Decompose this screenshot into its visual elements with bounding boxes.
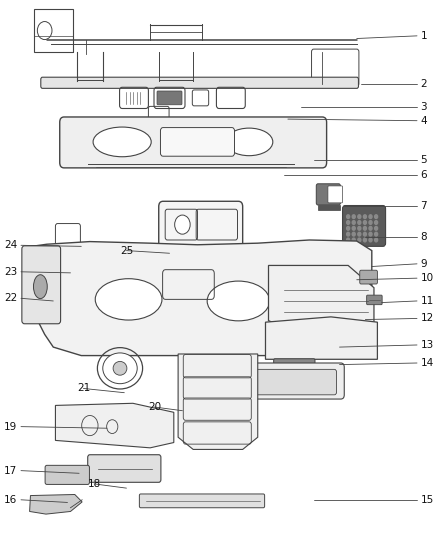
FancyBboxPatch shape [239, 363, 344, 399]
Circle shape [358, 232, 361, 236]
FancyBboxPatch shape [246, 369, 336, 395]
Circle shape [352, 227, 355, 230]
FancyBboxPatch shape [59, 250, 78, 271]
Text: 25: 25 [120, 246, 133, 256]
Circle shape [374, 215, 378, 219]
Text: 5: 5 [420, 156, 427, 165]
Text: 9: 9 [420, 259, 427, 269]
FancyBboxPatch shape [88, 455, 161, 482]
FancyBboxPatch shape [274, 359, 315, 370]
Text: 19: 19 [4, 422, 18, 432]
Text: 12: 12 [420, 313, 434, 324]
Circle shape [180, 374, 191, 387]
Circle shape [364, 227, 367, 230]
Bar [318, 205, 339, 210]
Text: 20: 20 [148, 402, 161, 412]
Text: 17: 17 [4, 466, 18, 475]
Text: 2: 2 [420, 78, 427, 88]
Circle shape [374, 238, 378, 242]
Circle shape [358, 221, 361, 224]
Text: 22: 22 [4, 293, 18, 303]
Bar [34, 10, 73, 52]
Circle shape [369, 232, 372, 236]
Ellipse shape [103, 353, 137, 384]
Text: 4: 4 [420, 116, 427, 126]
Text: 23: 23 [4, 267, 18, 277]
Circle shape [364, 232, 367, 236]
Circle shape [346, 238, 350, 242]
Ellipse shape [113, 361, 127, 375]
Polygon shape [178, 354, 258, 449]
FancyBboxPatch shape [328, 186, 343, 203]
FancyBboxPatch shape [41, 77, 358, 88]
Circle shape [352, 221, 355, 224]
Circle shape [358, 215, 361, 219]
Circle shape [352, 232, 355, 236]
Ellipse shape [95, 279, 162, 320]
Circle shape [346, 215, 350, 219]
Polygon shape [268, 265, 374, 336]
Circle shape [346, 221, 350, 224]
Circle shape [346, 227, 350, 230]
Circle shape [369, 215, 372, 219]
Text: 24: 24 [4, 240, 18, 251]
FancyBboxPatch shape [139, 494, 265, 508]
FancyBboxPatch shape [159, 201, 243, 248]
Text: 7: 7 [420, 200, 427, 211]
Text: 6: 6 [420, 171, 427, 180]
Circle shape [369, 221, 372, 224]
Text: 15: 15 [420, 495, 434, 505]
Circle shape [175, 215, 190, 234]
Polygon shape [30, 495, 82, 514]
Text: 13: 13 [420, 340, 434, 350]
Ellipse shape [33, 274, 47, 298]
Text: 1: 1 [420, 31, 427, 41]
Circle shape [358, 227, 361, 230]
Circle shape [352, 238, 355, 242]
Circle shape [364, 238, 367, 242]
Circle shape [364, 215, 367, 219]
Circle shape [374, 232, 378, 236]
Text: 3: 3 [420, 102, 427, 112]
Ellipse shape [226, 128, 273, 156]
Text: 16: 16 [4, 495, 18, 505]
Circle shape [369, 238, 372, 242]
Circle shape [352, 215, 355, 219]
FancyBboxPatch shape [367, 295, 382, 305]
Circle shape [364, 221, 367, 224]
Text: 14: 14 [420, 358, 434, 368]
Text: 8: 8 [420, 232, 427, 243]
Polygon shape [265, 317, 378, 359]
Circle shape [358, 238, 361, 242]
FancyBboxPatch shape [22, 246, 60, 324]
FancyBboxPatch shape [157, 91, 182, 105]
Text: 10: 10 [420, 273, 434, 283]
Ellipse shape [207, 281, 269, 321]
Polygon shape [32, 240, 372, 356]
FancyBboxPatch shape [316, 184, 340, 205]
Circle shape [346, 232, 350, 236]
Text: 21: 21 [77, 383, 90, 393]
Text: 11: 11 [420, 296, 434, 306]
Polygon shape [56, 403, 174, 448]
FancyBboxPatch shape [360, 270, 378, 284]
Circle shape [374, 221, 378, 224]
Circle shape [374, 227, 378, 230]
Ellipse shape [93, 127, 151, 157]
FancyBboxPatch shape [45, 465, 89, 484]
FancyBboxPatch shape [311, 304, 363, 338]
FancyBboxPatch shape [60, 117, 327, 168]
FancyBboxPatch shape [343, 206, 385, 246]
Circle shape [369, 227, 372, 230]
FancyBboxPatch shape [160, 127, 234, 156]
Text: 18: 18 [88, 479, 101, 489]
